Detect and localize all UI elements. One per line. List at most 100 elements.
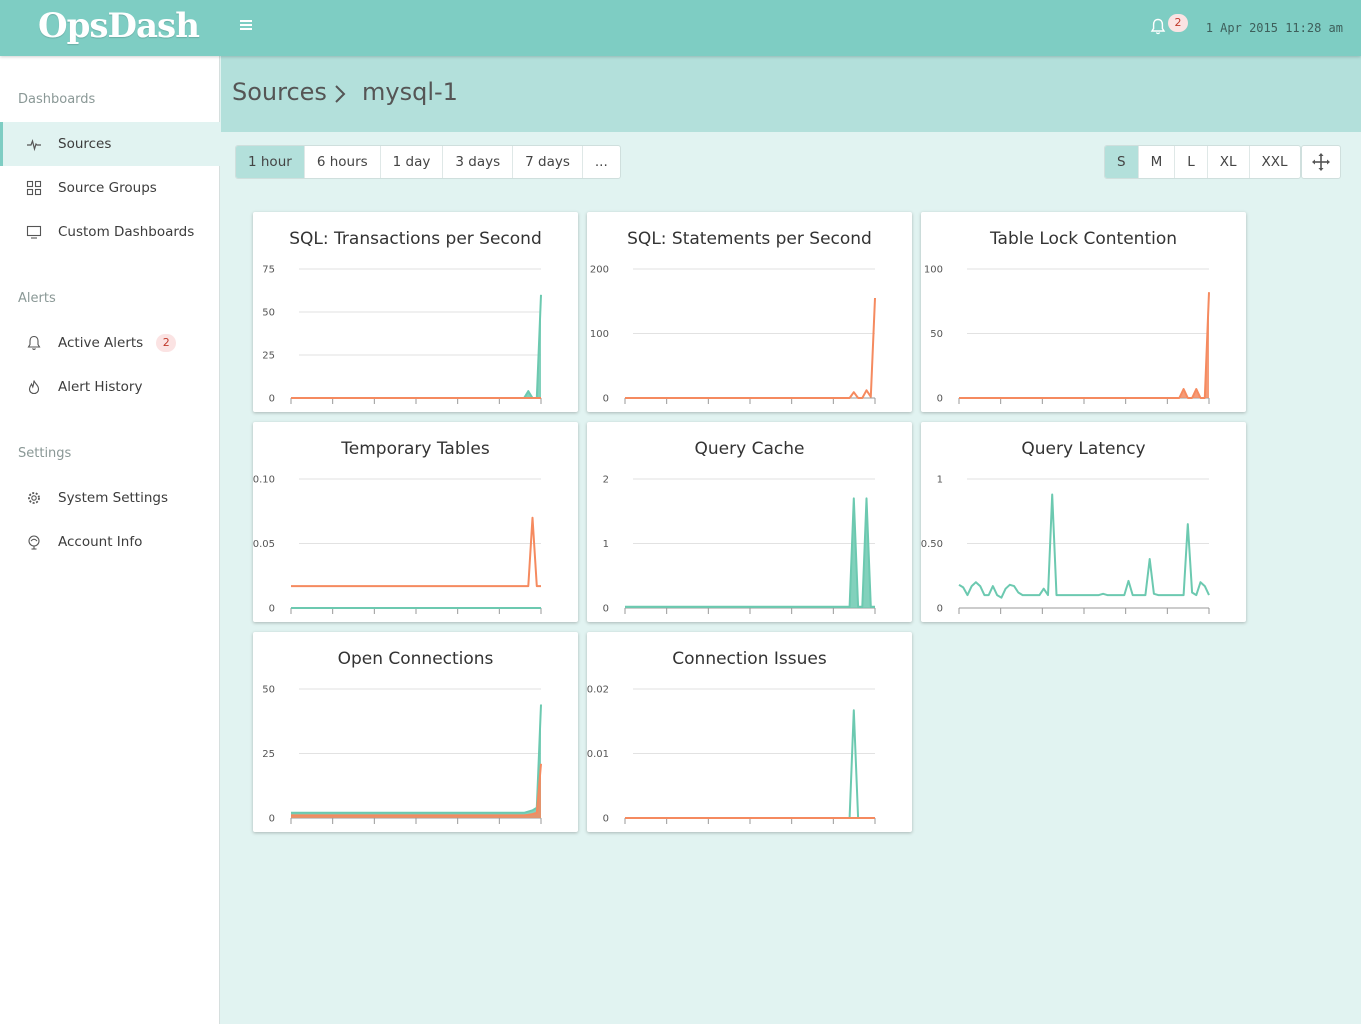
series-line bbox=[291, 294, 542, 399]
y-tick-label: 1 bbox=[937, 475, 943, 486]
chart-card-table-lock: Table Lock Contention 100 50 0 bbox=[921, 212, 1246, 412]
chart-title: Table Lock Contention bbox=[989, 229, 1178, 249]
sidebar-heading-settings: Settings bbox=[18, 446, 72, 461]
series-area bbox=[959, 292, 1209, 398]
sidebar-item-label: Account Info bbox=[58, 534, 143, 550]
y-tick-label: 100 bbox=[590, 329, 609, 340]
size-l-button[interactable]: L bbox=[1175, 146, 1208, 178]
size-xl-button[interactable]: XL bbox=[1208, 146, 1250, 178]
monitor-icon bbox=[26, 224, 42, 240]
series-line bbox=[958, 493, 1210, 599]
sidebar-item-custom-dashboards[interactable]: Custom Dashboards bbox=[0, 210, 220, 254]
chart-svg: 0.02 0.01 0 bbox=[587, 685, 876, 825]
series-line bbox=[625, 709, 875, 819]
series-area bbox=[291, 704, 541, 818]
sidebar-item-label: Source Groups bbox=[58, 180, 157, 196]
sidebar-item-system-settings[interactable]: System Settings bbox=[0, 476, 220, 520]
chart-title: SQL: Statements per Second bbox=[627, 229, 872, 249]
chevron-right-icon bbox=[332, 82, 348, 106]
size-m-button[interactable]: M bbox=[1139, 146, 1176, 178]
page-header: Sources mysql-1 bbox=[221, 56, 1361, 132]
chart-card-connection-issues: Connection Issues 0.02 0.01 0 bbox=[587, 632, 912, 832]
sidebar-item-label: Custom Dashboards bbox=[58, 224, 195, 240]
chart-svg: 100 50 0 bbox=[924, 265, 1210, 405]
chart-card-query-cache: Query Cache 2 1 0 bbox=[587, 422, 912, 622]
series-area bbox=[291, 294, 541, 398]
sidebar-item-source-groups[interactable]: Source Groups bbox=[0, 166, 220, 210]
chart-svg: 75 50 25 0 bbox=[262, 265, 542, 405]
chart-card-statements: SQL: Statements per Second 200 100 0 bbox=[587, 212, 912, 412]
sidebar-item-sources[interactable]: Sources bbox=[0, 122, 220, 166]
sidebar-item-label: System Settings bbox=[58, 490, 169, 506]
size-selector: S M L XL XXL bbox=[1104, 145, 1301, 179]
y-tick-label: 50 bbox=[930, 329, 943, 340]
notification-count-badge[interactable]: 2 bbox=[1168, 14, 1188, 32]
y-tick-label: 0.02 bbox=[587, 685, 609, 696]
y-tick-label: 0.50 bbox=[921, 539, 943, 550]
chart-svg: 0.10 0.05 0 bbox=[253, 475, 542, 615]
y-tick-label: 0 bbox=[269, 394, 275, 405]
bell-icon bbox=[26, 335, 42, 351]
series-line bbox=[291, 516, 541, 588]
chart-title: Query Latency bbox=[1021, 439, 1146, 459]
chart-card-query-latency: Query Latency 1 0.50 0 bbox=[921, 422, 1246, 622]
series-area bbox=[291, 763, 541, 818]
range-1-day-button[interactable]: 1 day bbox=[381, 146, 444, 178]
size-s-button[interactable]: S bbox=[1105, 146, 1139, 178]
chart-svg: 50 25 0 bbox=[262, 685, 542, 825]
sidebar-item-label: Sources bbox=[58, 136, 112, 152]
chart-title: Query Cache bbox=[694, 439, 805, 459]
pulse-icon bbox=[26, 136, 42, 152]
y-tick-label: 2 bbox=[603, 475, 609, 486]
sidebar-item-alert-history[interactable]: Alert History bbox=[0, 365, 220, 409]
sidebar-heading-dashboards: Dashboards bbox=[18, 92, 96, 107]
datetime-display: 1 Apr 2015 11:28 am bbox=[1205, 21, 1343, 35]
sidebar-item-label: Alert History bbox=[58, 379, 143, 395]
y-tick-label: 1 bbox=[603, 539, 609, 550]
series-line bbox=[291, 704, 542, 814]
chart-svg: 2 1 0 bbox=[603, 475, 876, 615]
active-alerts-badge: 2 bbox=[156, 334, 177, 352]
menu-toggle-icon[interactable] bbox=[240, 20, 254, 36]
notification-bell-icon[interactable] bbox=[1150, 18, 1166, 36]
chart-title: Temporary Tables bbox=[341, 439, 490, 459]
range-6-hours-button[interactable]: 6 hours bbox=[305, 146, 381, 178]
y-tick-label: 75 bbox=[262, 265, 275, 276]
y-tick-label: 0 bbox=[269, 604, 275, 615]
y-tick-label: 0.01 bbox=[587, 749, 609, 760]
chart-card-transactions: SQL: Transactions per Second 75 50 25 0 bbox=[253, 212, 578, 412]
breadcrumb-parent-link[interactable]: Sources bbox=[232, 78, 327, 106]
y-tick-label: 25 bbox=[262, 351, 275, 362]
gear-icon bbox=[26, 490, 42, 506]
size-xxl-button[interactable]: XXL bbox=[1261, 154, 1288, 170]
sidebar-item-active-alerts[interactable]: Active Alerts 2 bbox=[0, 321, 220, 365]
chart-svg: 1 0.50 0 bbox=[921, 475, 1210, 615]
time-range-selector: 1 hour 6 hours 1 day 3 days 7 days ... bbox=[235, 145, 621, 179]
breadcrumb-current: mysql-1 bbox=[362, 78, 458, 106]
chart-svg: 200 100 0 bbox=[590, 265, 876, 405]
series-area bbox=[625, 498, 875, 608]
range-1-hour-button[interactable]: 1 hour bbox=[236, 146, 305, 178]
y-tick-label: 0 bbox=[603, 814, 609, 825]
chart-title: Connection Issues bbox=[672, 649, 827, 669]
app-logo[interactable]: OpsDash bbox=[38, 6, 200, 46]
sidebar: Dashboards Sources Source Groups Custom … bbox=[0, 56, 220, 1024]
y-tick-label: 0.10 bbox=[253, 475, 275, 486]
y-tick-label: 0 bbox=[937, 604, 943, 615]
globe-icon bbox=[26, 534, 42, 550]
series-line bbox=[959, 292, 1210, 399]
y-tick-label: 0 bbox=[603, 604, 609, 615]
y-tick-label: 200 bbox=[590, 265, 609, 276]
move-icon[interactable] bbox=[1301, 145, 1341, 179]
sidebar-item-account-info[interactable]: Account Info bbox=[0, 520, 220, 564]
sidebar-heading-alerts: Alerts bbox=[18, 291, 56, 306]
chart-card-open-connections: Open Connections 50 25 0 bbox=[253, 632, 578, 832]
series-line bbox=[291, 763, 542, 817]
range-3-days-button[interactable]: 3 days bbox=[443, 146, 514, 178]
range-7-days-button[interactable]: 7 days bbox=[513, 146, 583, 178]
y-tick-label: 0 bbox=[937, 394, 943, 405]
chart-card-temp-tables: Temporary Tables 0.10 0.05 0 bbox=[253, 422, 578, 622]
y-tick-label: 100 bbox=[924, 265, 943, 276]
range-more-button[interactable]: ... bbox=[594, 154, 608, 170]
y-tick-label: 0 bbox=[603, 394, 609, 405]
